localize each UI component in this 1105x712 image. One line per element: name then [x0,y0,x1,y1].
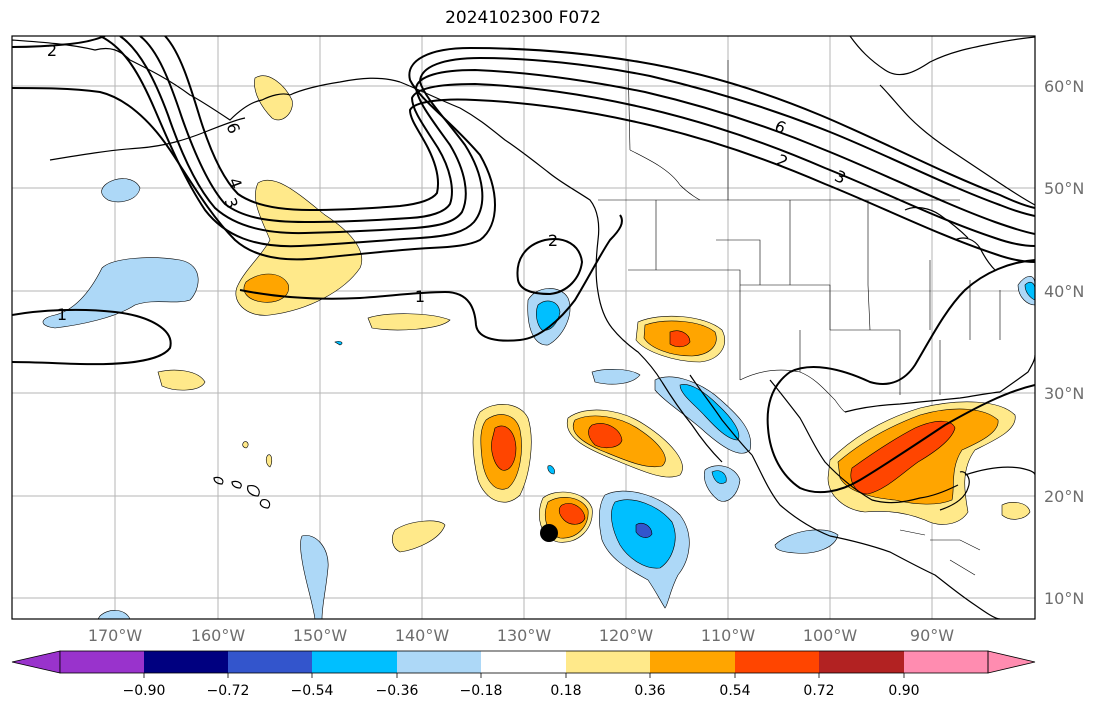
storm-position-marker [540,524,558,542]
lon-label: 150°W [292,626,348,645]
lat-label: 50°N [1044,179,1085,198]
lon-label: 130°W [496,626,552,645]
colorbar-tick-label: 0.36 [634,683,666,699]
contour-label: 2 [548,231,558,250]
borders [598,59,1001,576]
lat-label: 60°N [1044,77,1085,96]
colorbar-tick-label: −0.72 [206,683,250,699]
colorbar-extend-low [11,650,61,674]
lat-label: 40°N [1044,282,1085,301]
colorbar-tick-label: −0.54 [290,683,334,699]
colorbar-extend-high [987,650,1036,674]
contour-label: 1 [415,287,425,306]
contour-label: 1 [57,305,67,324]
colorbar-tick-label: 0.72 [803,683,835,699]
colorbar [11,650,1036,678]
colorbar-tick-label: 0.18 [550,683,582,699]
lat-label: 30°N [1044,384,1085,403]
colorbar-tick-label: −0.90 [122,683,166,699]
map-frame [11,35,1036,620]
lon-label: 160°W [190,626,246,645]
coastlines [12,36,1035,619]
colorbar-tick-label: 0.90 [888,683,920,699]
lon-label: 90°W [909,626,955,645]
lon-label: 100°W [802,626,858,645]
colorbar-tick-label: −0.18 [459,683,503,699]
lat-label: 20°N [1044,487,1085,506]
lon-label: 140°W [394,626,450,645]
contour-label: 2 [47,41,57,60]
map-area: 2 1 6 3 4 1 2 6 2 3 [12,36,1035,619]
lon-label: 170°W [87,626,143,645]
contour-lines [12,36,1035,494]
colorbar-tick-label: 0.54 [719,683,751,699]
colorbar-tick-label: −0.36 [375,683,419,699]
lon-label: 120°W [598,626,654,645]
map-title: 2024102300 F072 [445,8,601,28]
lat-label: 10°N [1044,589,1085,608]
lon-label: 110°W [700,626,756,645]
